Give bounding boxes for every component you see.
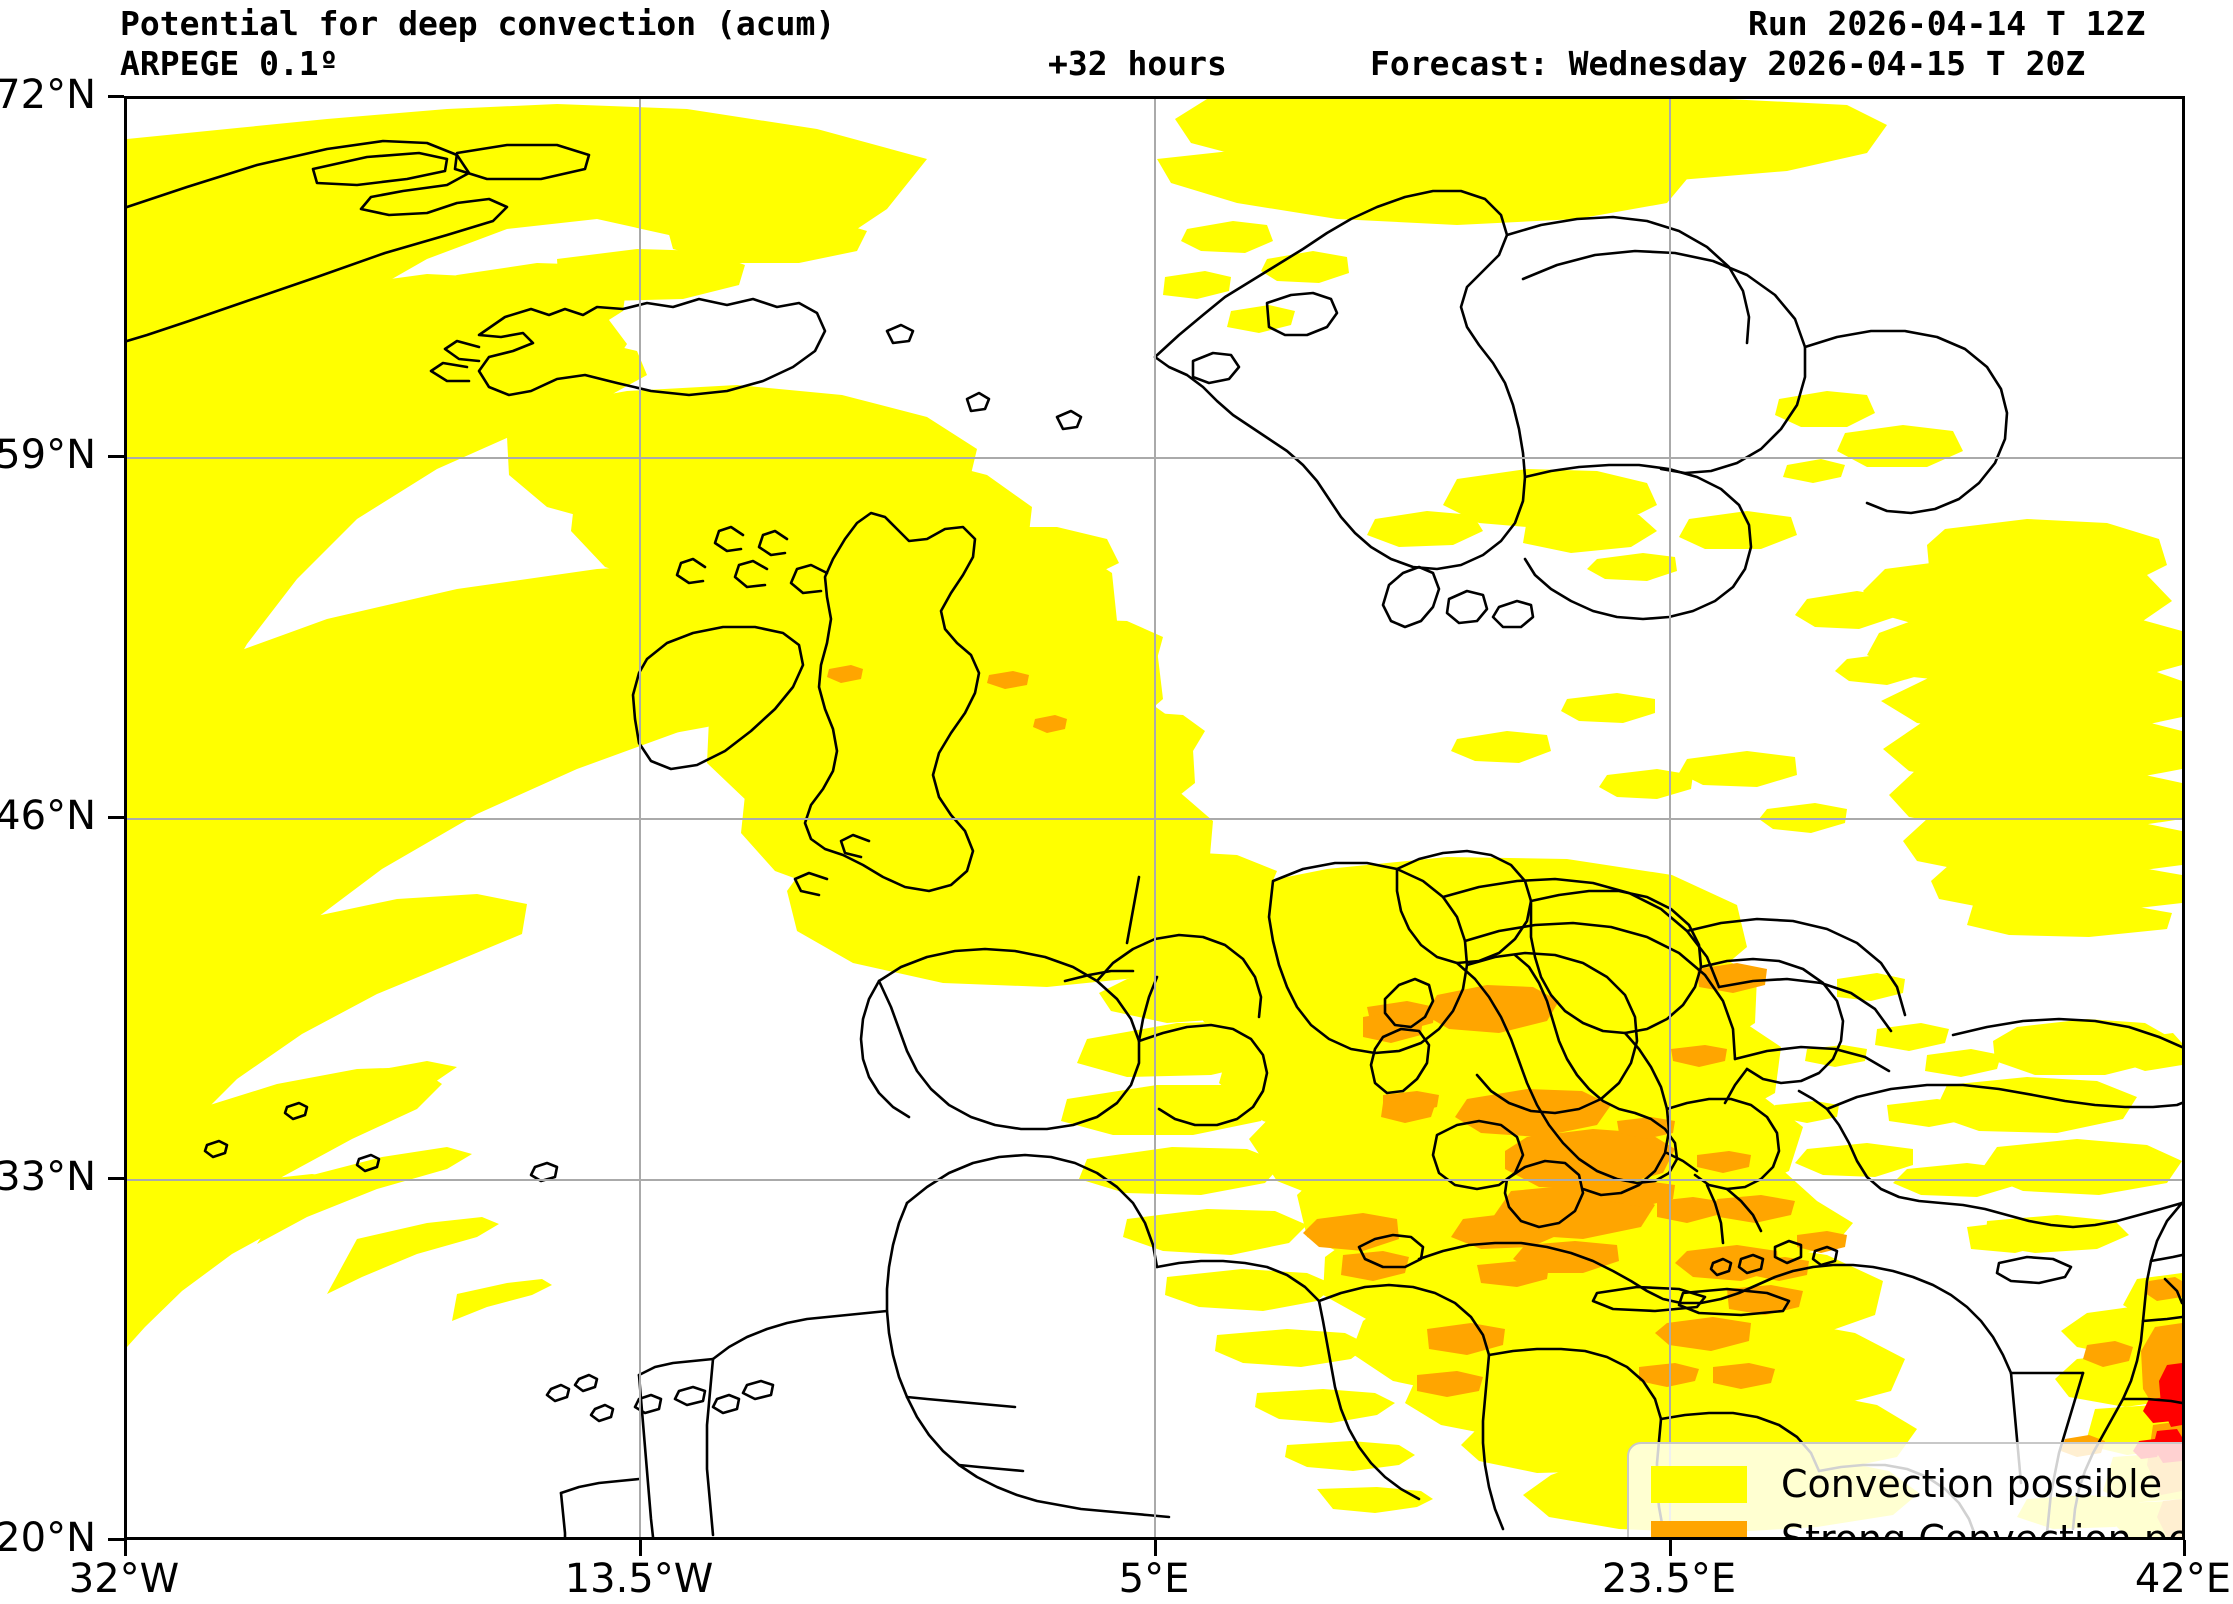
gridline-lon-23e	[1669, 99, 1671, 1537]
tick-lat-72	[108, 95, 124, 98]
gridline-lon-13w	[639, 99, 641, 1537]
legend-label-convection-possible: Convection possible	[1781, 1462, 2163, 1506]
gridline-lon-5e	[1154, 99, 1156, 1537]
lead-time-label: +32 hours	[1048, 44, 1227, 83]
tick-label-lat-46: 46°N	[0, 793, 96, 839]
tick-label-lat-72: 72°N	[0, 72, 96, 118]
coastlines-and-borders	[127, 139, 2182, 1537]
map-plot-area: Convection possible Strong Convection po…	[124, 96, 2185, 1540]
legend-box: Convection possible Strong Convection po…	[1627, 1442, 2182, 1540]
forecast-valid-label: Forecast: Wednesday 2026-04-15 T 20Z	[1370, 44, 2086, 83]
tick-label-lat-59: 59°N	[0, 432, 96, 478]
legend-item-strong-convection: Strong Convection possible	[1651, 1513, 2182, 1540]
map-canvas	[127, 99, 2182, 1537]
legend-item-convection-possible: Convection possible	[1651, 1458, 2182, 1510]
tick-lon-13-5w	[639, 1540, 642, 1556]
run-timestamp-label: Run 2026-04-14 T 12Z	[1748, 4, 2146, 43]
tick-lon-5e	[1154, 1540, 1157, 1556]
tick-label-lon-23-5e: 23.5°E	[1601, 1556, 1737, 1602]
tick-lat-33	[108, 1177, 124, 1180]
page-title: Potential for deep convection (acum)	[120, 4, 836, 43]
legend-label-strong-convection: Strong Convection possible	[1781, 1517, 2182, 1540]
tick-lon-32w	[124, 1540, 127, 1556]
legend-swatch-yellow	[1651, 1465, 1747, 1503]
tick-lat-46	[108, 816, 124, 819]
model-label: ARPEGE 0.1º	[120, 44, 339, 83]
shading-convection-possible	[127, 99, 2182, 1537]
tick-lat-20	[108, 1538, 124, 1541]
tick-label-lon-5e: 5°E	[1118, 1556, 1190, 1602]
tick-label-lat-33: 33°N	[0, 1154, 96, 1200]
tick-label-lat-20: 20°N	[0, 1515, 96, 1561]
tick-label-lon-13-5w: 13.5°W	[564, 1556, 714, 1602]
tick-label-lon-42e: 42°E	[2134, 1556, 2232, 1602]
map-header: Potential for deep convection (acum) ARP…	[0, 0, 2233, 96]
map-graphics	[127, 99, 2182, 1537]
tick-label-lon-32w: 32°W	[68, 1556, 180, 1602]
tick-lat-59	[108, 455, 124, 458]
tick-lon-42e	[2183, 1540, 2186, 1556]
legend-swatch-orange	[1651, 1520, 1747, 1537]
tick-lon-23-5e	[1669, 1540, 1672, 1556]
